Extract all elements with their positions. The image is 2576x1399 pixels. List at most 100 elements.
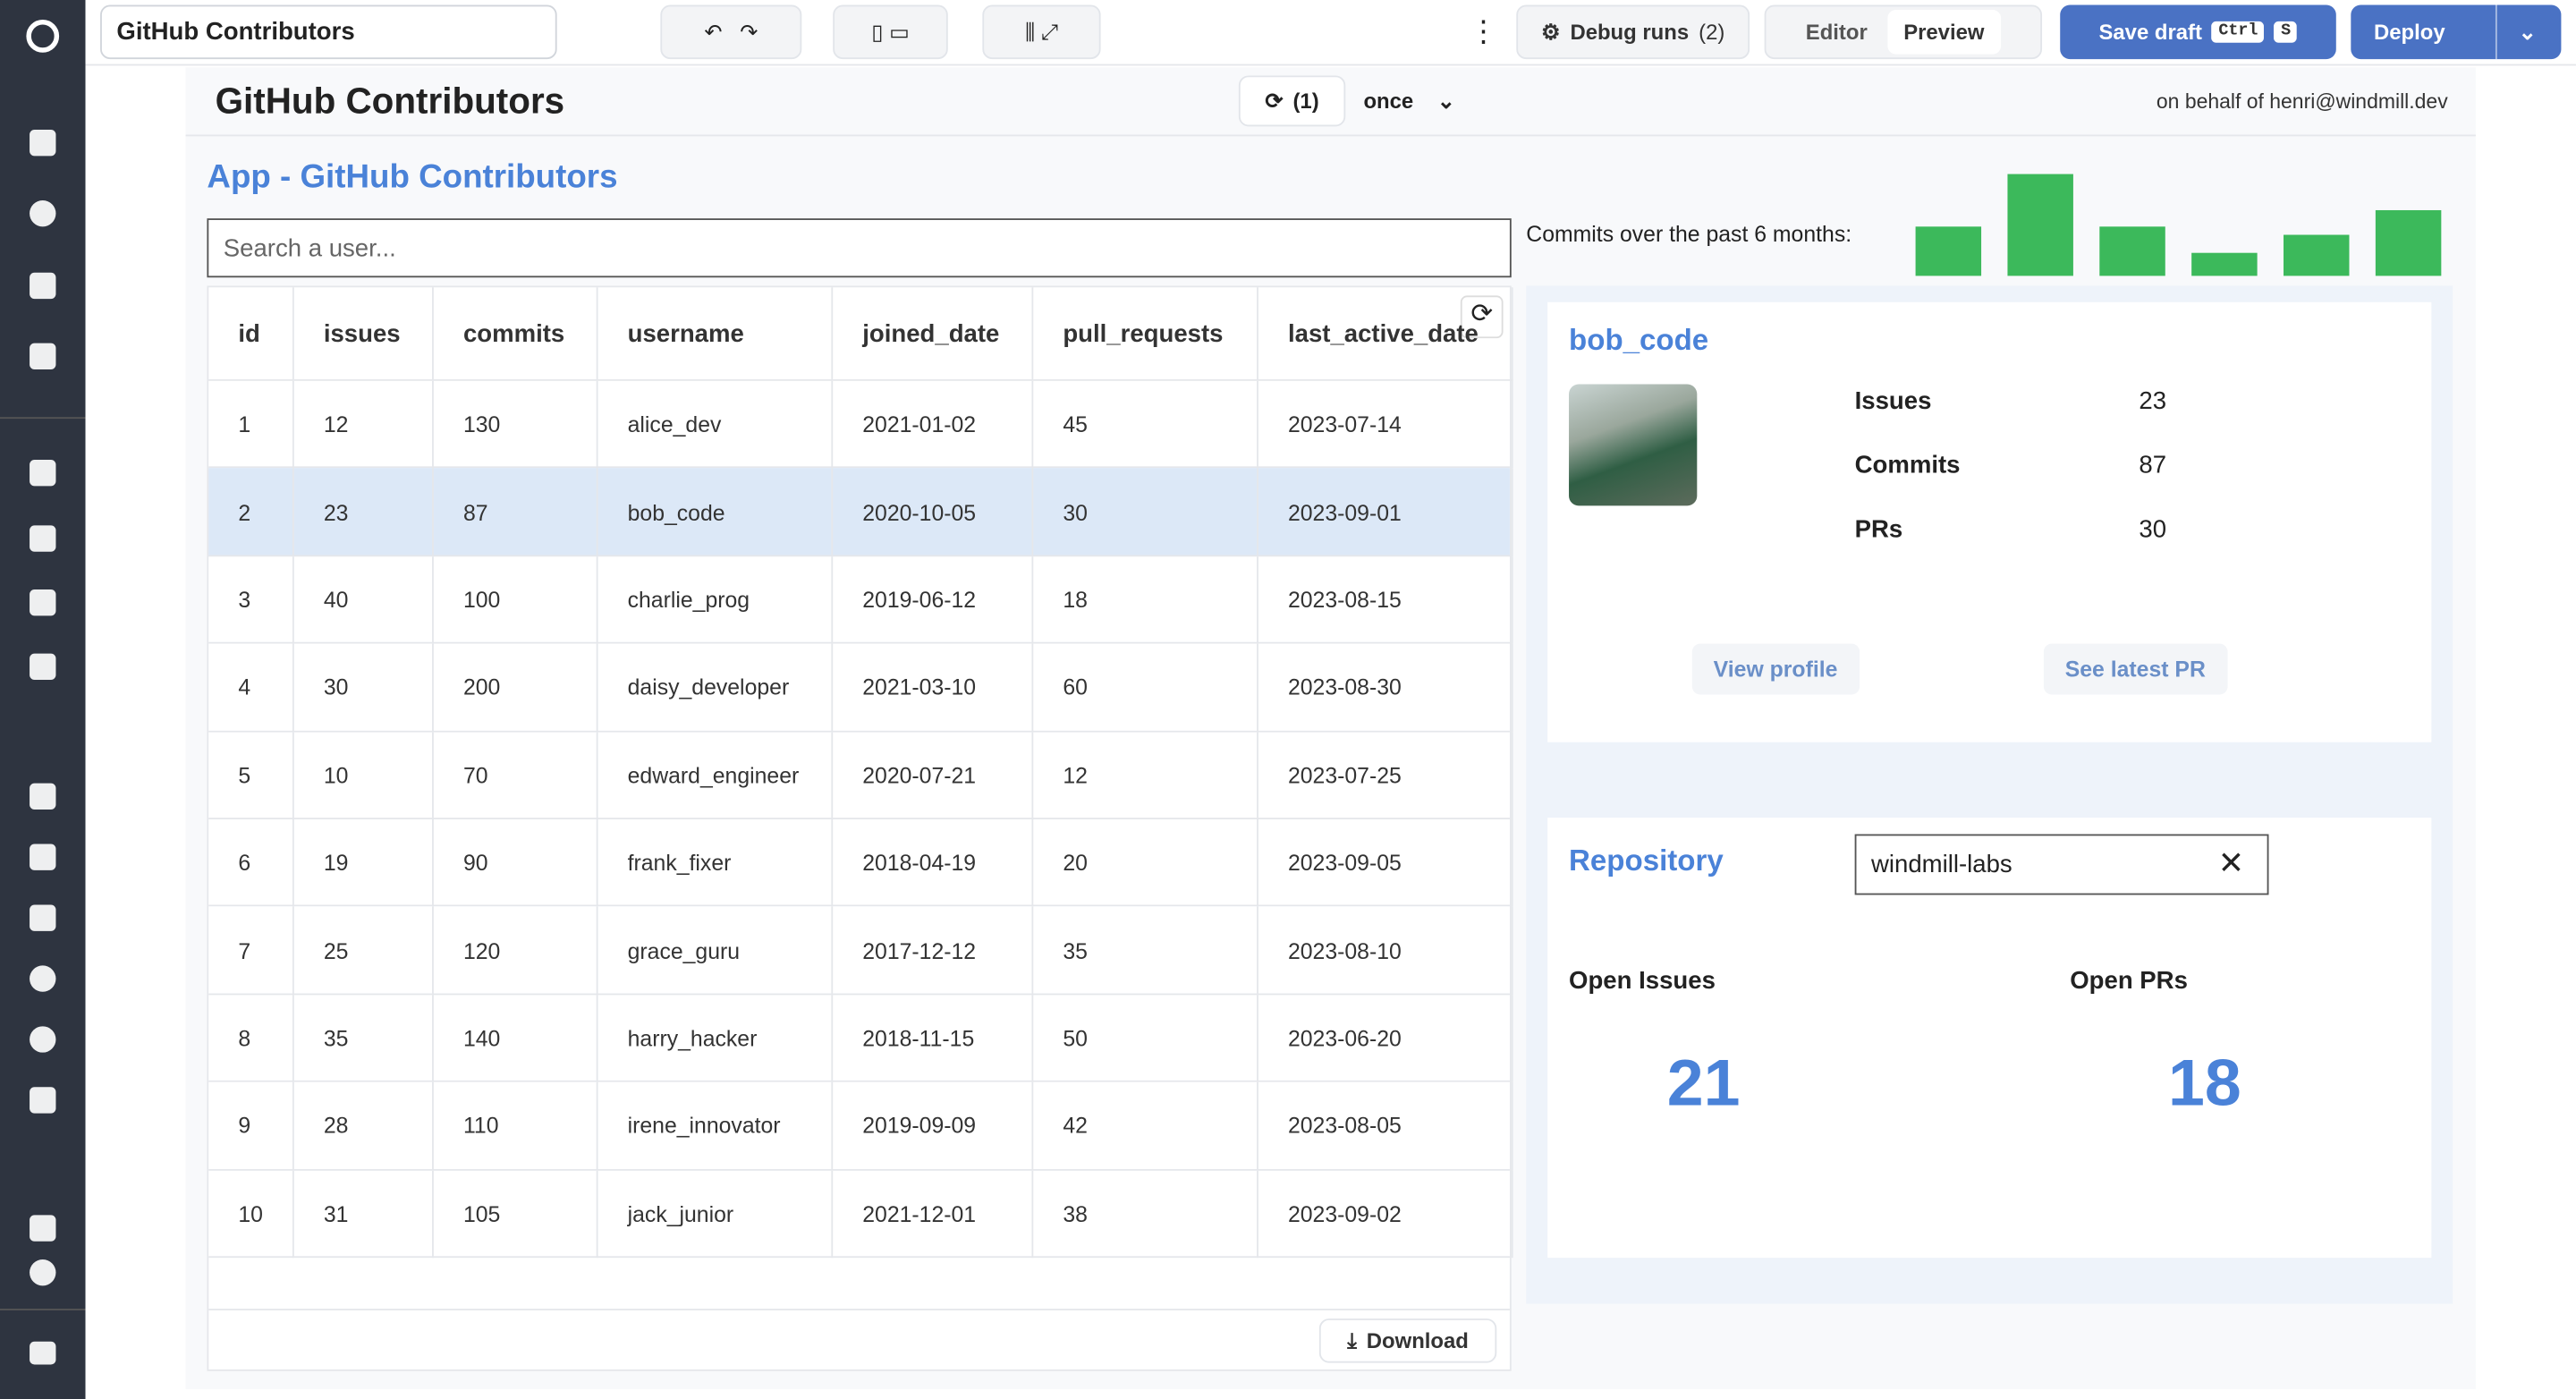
- nav-icon[interactable]: [30, 199, 56, 227]
- key: Ctrl: [2211, 21, 2265, 43]
- nav-icon[interactable]: [30, 1026, 56, 1053]
- preview-tab[interactable]: Preview: [1886, 10, 2001, 55]
- card-button[interactable]: See latest PR: [2043, 643, 2227, 695]
- table-cell: 2018-04-19: [833, 819, 1034, 908]
- nav-icon[interactable]: [30, 783, 56, 810]
- value: windmill-labs: [1871, 850, 2012, 879]
- nav-icon[interactable]: [30, 525, 56, 552]
- nav-icon[interactable]: [30, 343, 56, 370]
- table-cell: alice_dev: [598, 380, 834, 469]
- repository-input[interactable]: windmill-labs ✕: [1854, 834, 2269, 895]
- bar: [2191, 252, 2258, 276]
- table-cell: 60: [1033, 643, 1258, 732]
- device-toggle[interactable]: ▯ ▭: [833, 4, 948, 60]
- table-cell: 2021-01-02: [833, 380, 1034, 469]
- refresh-count: (1): [1292, 89, 1319, 114]
- user-card: bob_code Issues 23 Commits 87 PRs 30 View prof…: [1547, 301, 2432, 742]
- refresh-mode[interactable]: once ⌄: [1363, 89, 1455, 114]
- table-row[interactable]: 10 31 105 jack_junior 2021-12-01 38 2023-09-02: [208, 1170, 1513, 1259]
- table-cell: 38: [1033, 1170, 1258, 1259]
- download-button[interactable]: ⤓ Download: [1318, 1318, 1497, 1363]
- label: once: [1363, 89, 1414, 114]
- table-cell: edward_engineer: [598, 731, 834, 819]
- table-cell: 25: [294, 907, 434, 996]
- username: bob_code: [1569, 323, 1709, 357]
- deploy-button[interactable]: Deploy ⌄: [2351, 4, 2562, 60]
- table-cell: 35: [294, 995, 434, 1083]
- table-cell: 2023-06-20: [1258, 995, 1513, 1083]
- table-cell: 87: [434, 468, 598, 556]
- table-row[interactable]: 8 35 140 harry_hacker 2018-11-15 50 2023-06-20: [208, 995, 1513, 1083]
- bar: [2375, 209, 2442, 276]
- table-cell: 30: [294, 643, 434, 732]
- table-cell: 2: [208, 468, 294, 556]
- refresh-button[interactable]: ⟳ (1): [1238, 75, 1346, 127]
- chart-label: Commits over the past 6 months:: [1526, 221, 1852, 247]
- table-cell: 8: [208, 995, 294, 1083]
- table-cell: 2023-07-25: [1258, 731, 1513, 819]
- table-row[interactable]: 5 10 70 edward_engineer 2020-07-21 12 2023-07-…: [208, 731, 1513, 819]
- table-cell: 140: [434, 995, 598, 1083]
- table-cell: 12: [294, 380, 434, 469]
- column-header[interactable]: issues: [293, 287, 434, 381]
- footer-divider: [208, 1309, 1510, 1310]
- column-header[interactable]: commits: [433, 287, 598, 381]
- logo[interactable]: [26, 20, 60, 53]
- column-header[interactable]: id: [208, 287, 294, 381]
- table-row[interactable]: 9 28 110 irene_innovator 2019-09-09 42 2023-08…: [208, 1082, 1513, 1171]
- column-header[interactable]: username: [597, 287, 834, 381]
- nav-icon[interactable]: [30, 459, 56, 487]
- app-title: App - GitHub Contributors: [207, 159, 618, 196]
- open-issues-label: Open Issues: [1569, 967, 1716, 996]
- more-menu[interactable]: ⋮: [1469, 14, 1499, 48]
- table-refresh[interactable]: ⟳: [1460, 295, 1504, 339]
- table-cell: charlie_prog: [598, 555, 834, 644]
- app-name-input[interactable]: GitHub Contributors: [100, 4, 557, 60]
- stat-value: 87: [2139, 451, 2167, 480]
- table-row[interactable]: 4 30 200 daisy_developer 2021-03-10 60 2023-08…: [208, 643, 1513, 732]
- nav-icon[interactable]: [30, 904, 56, 931]
- table-cell: 2021-03-10: [833, 643, 1034, 732]
- table-cell: 90: [434, 819, 598, 908]
- label: Download: [1366, 1328, 1469, 1353]
- nav-icon[interactable]: [30, 965, 56, 992]
- label: Save draft: [2098, 20, 2202, 45]
- table-row[interactable]: 1 12 130 alice_dev 2021-01-02 45 2023-07-14: [208, 380, 1513, 469]
- table-row[interactable]: 6 19 90 frank_fixer 2018-04-19 20 2023-09-05: [208, 819, 1513, 908]
- table-cell: 2023-08-15: [1258, 555, 1513, 644]
- table-row[interactable]: 7 25 120 grace_guru 2017-12-12 35 2023-08-10: [208, 907, 1513, 996]
- table-body-filler: [208, 1258, 1510, 1309]
- table-cell: 120: [434, 907, 598, 996]
- table-cell: 50: [1033, 995, 1258, 1083]
- nav-icon[interactable]: [30, 1215, 56, 1242]
- table-cell: 20: [1033, 819, 1258, 908]
- search-input[interactable]: Search a user...: [207, 218, 1512, 278]
- card-button[interactable]: View profile: [1691, 643, 1860, 695]
- editor-tab[interactable]: Editor: [1805, 20, 1868, 45]
- nav-icon[interactable]: [30, 1259, 56, 1286]
- column-header[interactable]: pull_requests: [1033, 287, 1258, 381]
- table-row[interactable]: 2 23 87 bob_code 2020-10-05 30 2023-09-01: [208, 468, 1513, 556]
- count: (2): [1699, 20, 1725, 45]
- column-header[interactable]: last_active_date: [1258, 287, 1513, 381]
- nav-icon[interactable]: [30, 1087, 56, 1114]
- app-header: GitHub Contributors ⟳ (1) once ⌄ on beha…: [185, 67, 2476, 137]
- toolbar: GitHub Contributors ↶ ↷ ▯ ▭ ⫼ ⤢ ⋮ ⚙ Debu…: [85, 0, 2576, 66]
- column-header[interactable]: joined_date: [833, 287, 1034, 381]
- table-row[interactable]: 3 40 100 charlie_prog 2019-06-12 18 2023-08-15: [208, 555, 1513, 644]
- layout-toggle[interactable]: ⫼ ⤢: [982, 4, 1101, 60]
- app-header-title: GitHub Contributors: [215, 80, 565, 122]
- undo-redo[interactable]: ↶ ↷: [660, 4, 802, 60]
- save-draft-button[interactable]: Save draft Ctrl S: [2060, 4, 2336, 60]
- nav-icon[interactable]: [30, 130, 56, 157]
- debug-runs-button[interactable]: ⚙ Debug runs (2): [1516, 4, 1750, 60]
- divider: [0, 1309, 86, 1310]
- expand-icon[interactable]: [30, 1341, 56, 1365]
- table-cell: 2023-09-01: [1258, 468, 1513, 556]
- nav-icon[interactable]: [30, 272, 56, 300]
- table-cell: 12: [1033, 731, 1258, 819]
- nav-icon[interactable]: [30, 589, 56, 616]
- table-cell: 40: [294, 555, 434, 644]
- nav-icon[interactable]: [30, 653, 56, 680]
- nav-icon[interactable]: [30, 844, 56, 870]
